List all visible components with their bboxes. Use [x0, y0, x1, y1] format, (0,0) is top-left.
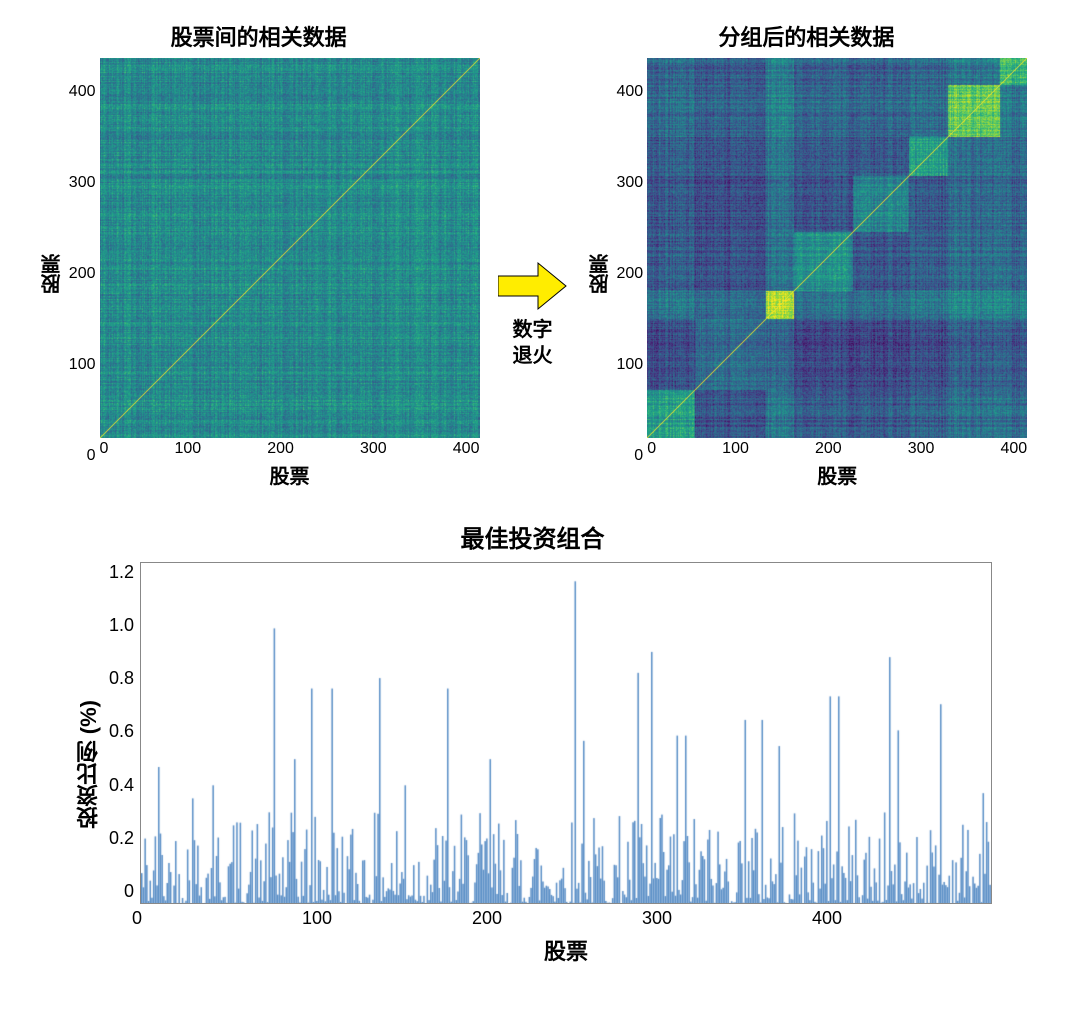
bar-canvas-box: 0100200300400 股票: [140, 562, 992, 966]
xtick: 400: [1000, 440, 1027, 458]
xtick: 200: [267, 440, 294, 458]
heatmap-right-title: 分组后的相关数据: [718, 20, 894, 52]
ytick: 0.4: [109, 775, 134, 796]
heatmap-left-wrap: 股票 0 100 200 300 400 0 100 200 300 400 股…: [38, 58, 480, 489]
ytick: 0.8: [109, 668, 134, 689]
bar-chart-xticks: 0100200300400: [140, 908, 990, 930]
ytick: 0: [617, 448, 644, 464]
ytick: 0: [109, 881, 134, 902]
heatmap-right-panel: 分组后的相关数据 股票 0 100 200 300 400 0 100 200 …: [586, 20, 1028, 489]
ytick: 200: [69, 266, 96, 282]
heatmap-right-xticks: 0 100 200 300 400: [647, 440, 1027, 458]
bar-chart-canvas: [140, 562, 992, 904]
ytick: 200: [617, 266, 644, 282]
heatmap-left-xticks: 0 100 200 300 400: [100, 440, 480, 458]
xtick: 400: [812, 908, 842, 929]
top-row: 股票间的相关数据 股票 0 100 200 300 400 0 100 200 …: [20, 20, 1045, 489]
heatmap-right-box: 0 100 200 300 400 股票: [647, 58, 1027, 489]
heatmap-left-panel: 股票间的相关数据 股票 0 100 200 300 400 0 100 200 …: [38, 20, 480, 489]
heatmap-left-ylabel: 股票: [38, 254, 67, 294]
ytick: 100: [69, 357, 96, 373]
heatmap-right-ylabel: 股票: [586, 254, 615, 294]
heatmap-right-wrap: 股票 0 100 200 300 400 0 100 200 300 400 股…: [586, 58, 1028, 489]
bar-chart-yticks: 0 0.2 0.4 0.6 0.8 1.0 1.2: [109, 562, 140, 902]
xtick: 300: [908, 440, 935, 458]
ytick: 0: [69, 448, 96, 464]
ytick: 300: [617, 175, 644, 191]
ytick: 400: [617, 84, 644, 100]
xtick: 0: [100, 440, 109, 458]
ytick: 100: [617, 357, 644, 373]
heatmap-right-xlabel: 股票: [647, 460, 1027, 489]
heatmap-right-canvas: [647, 58, 1027, 438]
xtick: 0: [647, 440, 656, 458]
heatmap-left-box: 0 100 200 300 400 股票: [100, 58, 480, 489]
xtick: 200: [815, 440, 842, 458]
arrow-column: 数字 退火: [498, 141, 568, 369]
bar-chart-title: 最佳投资组合: [461, 519, 605, 554]
bar-chart-ylabel: 投资比例 (%): [73, 700, 105, 828]
heatmap-left-canvas: [100, 58, 480, 438]
heatmap-left-title: 股票间的相关数据: [171, 20, 347, 52]
arrow-label-line1: 数字: [513, 319, 553, 341]
heatmap-left-xlabel: 股票: [100, 460, 480, 489]
ytick: 300: [69, 175, 96, 191]
xtick: 300: [360, 440, 387, 458]
xtick: 0: [132, 908, 142, 929]
bar-chart-xlabel: 股票: [140, 934, 992, 966]
ytick: 1.0: [109, 615, 134, 636]
xtick: 200: [472, 908, 502, 929]
bar-chart-wrap: 投资比例 (%) 0 0.2 0.4 0.6 0.8 1.0 1.2 0 100 200 300 4…: [73, 562, 992, 966]
ytick: 0.2: [109, 828, 134, 849]
ytick: 400: [69, 84, 96, 100]
xtick: 100: [302, 908, 332, 929]
arrow-label: 数字 退火: [513, 317, 553, 369]
ytick: 1.2: [109, 562, 134, 583]
bottom-chart-panel: 最佳投资组合 投资比例 (%) 0 0.2 0.4 0.6 0.8 1.0 1.2 0 100…: [20, 519, 1045, 966]
xtick: 300: [642, 908, 672, 929]
heatmap-left-yticks: 0 100 200 300 400: [69, 84, 100, 464]
arrow-icon: [498, 261, 568, 311]
xtick: 400: [453, 440, 480, 458]
ytick: 0.6: [109, 721, 134, 742]
xtick: 100: [174, 440, 201, 458]
xtick: 100: [722, 440, 749, 458]
heatmap-right-yticks: 0 100 200 300 400: [617, 84, 648, 464]
arrow-label-line2: 退火: [513, 345, 553, 367]
